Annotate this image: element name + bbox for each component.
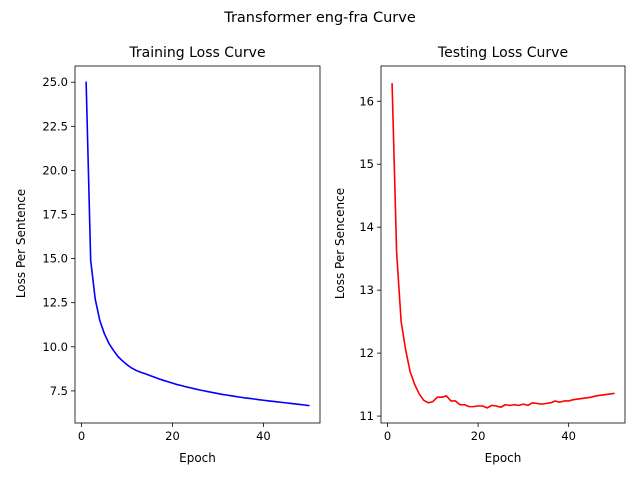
testing-plot-frame (380, 65, 626, 424)
training-plot-frame (74, 65, 321, 424)
training-y-tick-label: 25.0 (42, 75, 68, 89)
training-chart-title: Training Loss Curve (128, 45, 265, 61)
training-y-tick-label: 22.5 (42, 119, 68, 133)
testing-loss-line (391, 82, 615, 409)
training-y-tick-label: 7.5 (50, 384, 68, 398)
testing-x-tick-label: 0 (384, 429, 391, 443)
testing-x-axis-label: Epoch (485, 451, 522, 465)
testing-chart-title: Testing Loss Curve (437, 45, 568, 61)
testing-y-tick-label: 11 (359, 409, 374, 423)
training-y-tick-label: 17.5 (42, 208, 68, 222)
testing-x-tick-label: 40 (561, 429, 576, 443)
testing-y-tick-label: 12 (359, 346, 374, 360)
training-y-axis-label: Loss Per Sentence (14, 189, 28, 298)
training-x-tick-label: 40 (256, 429, 271, 443)
training-loss-panel: Training Loss Curve Epoch Loss Per Sente… (14, 45, 321, 465)
testing-y-tick-label: 16 (359, 94, 374, 108)
testing-y-tick-label: 14 (359, 220, 374, 234)
training-x-axis-label: Epoch (179, 451, 216, 465)
training-y-tick-label: 15.0 (42, 252, 68, 266)
testing-loss-panel: Testing Loss Curve Epoch Loss Per Sencen… (333, 45, 626, 465)
testing-y-tick-label: 15 (359, 157, 374, 171)
training-x-tick-label: 0 (78, 429, 85, 443)
testing-y-tick-label: 13 (359, 283, 374, 297)
training-y-tick-label: 12.5 (42, 296, 68, 310)
training-x-tick-label: 20 (165, 429, 180, 443)
training-loss-line (85, 81, 310, 407)
testing-y-axis-label: Loss Per Sencence (333, 188, 347, 299)
testing-x-tick-label: 20 (471, 429, 486, 443)
training-y-tick-label: 10.0 (42, 340, 68, 354)
figure-suptitle: Transformer eng-fra Curve (223, 10, 416, 26)
training-y-tick-label: 20.0 (42, 163, 68, 177)
